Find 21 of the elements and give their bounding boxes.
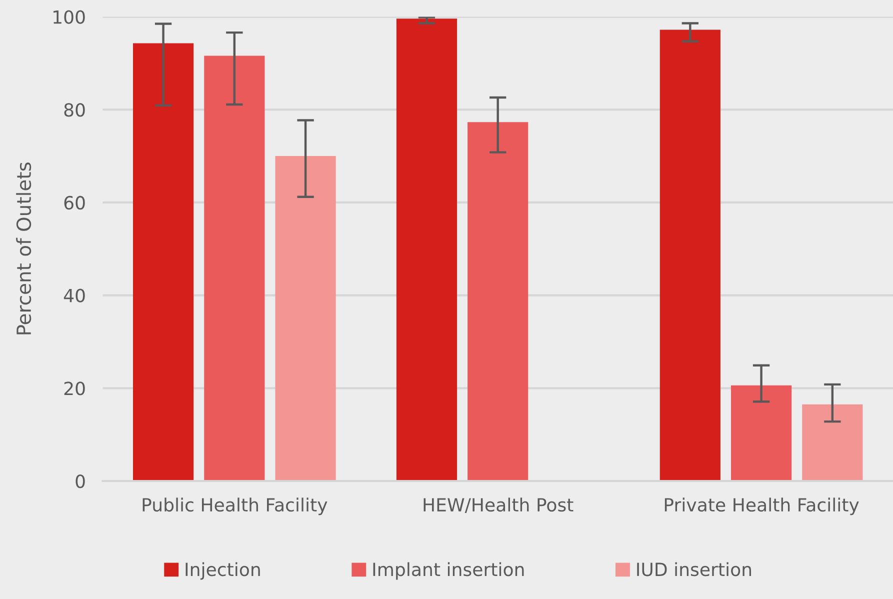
y-tick-label: 80 bbox=[64, 103, 85, 117]
x-tick-label: HEW/Health Post bbox=[424, 498, 574, 514]
legend-label: Implant insertion bbox=[373, 562, 524, 580]
bar bbox=[730, 385, 792, 481]
bar bbox=[275, 156, 336, 481]
y-tick-label: 100 bbox=[54, 10, 85, 24]
x-tick-label: Private Health Facility bbox=[664, 498, 859, 516]
bar bbox=[132, 43, 194, 481]
y-tick-label: 0 bbox=[76, 474, 85, 488]
y-tick-label: 20 bbox=[64, 382, 85, 396]
legend-label: IUD insertion bbox=[637, 562, 752, 576]
y-tick-label: 60 bbox=[64, 196, 85, 210]
bar bbox=[660, 30, 720, 481]
y-tick-label: 40 bbox=[64, 288, 85, 302]
y-axis-title: Percent of Outlets bbox=[16, 162, 32, 334]
bar bbox=[802, 404, 863, 481]
bar bbox=[468, 122, 528, 481]
bar bbox=[204, 56, 265, 481]
legend-label: Injection bbox=[186, 562, 260, 580]
x-tick-label: Public Health Facility bbox=[142, 498, 328, 516]
bar bbox=[396, 18, 458, 481]
